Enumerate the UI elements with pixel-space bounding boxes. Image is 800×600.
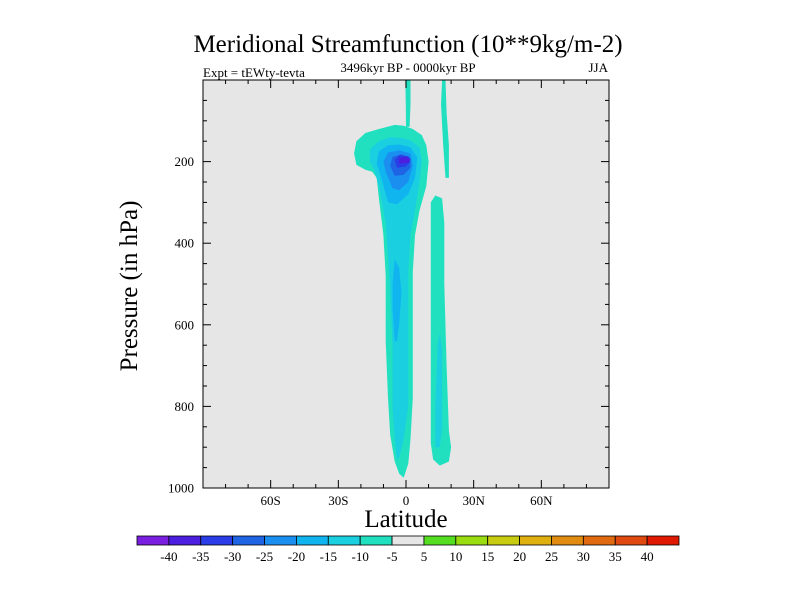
colorbar-box — [232, 535, 265, 546]
colorbar-label: 10 — [449, 549, 462, 564]
colorbar-box — [168, 535, 202, 546]
y-tick-label: 1000 — [168, 481, 194, 496]
x-tick-label: 30N — [462, 493, 485, 508]
colorbar-label: 15 — [481, 549, 494, 564]
colorbar-label: -25 — [256, 549, 273, 564]
contour-patch70s-pos5 — [248, 337, 252, 391]
colorbar-label: -15 — [320, 549, 337, 564]
x-axis-label: Latitude — [364, 506, 447, 533]
contour-band-neg10 — [435, 333, 443, 448]
y-axis-label: Pressure (in hPa) — [116, 201, 143, 372]
colorbar-label: 5 — [421, 549, 428, 564]
x-tick-label: 60N — [530, 493, 553, 508]
colorbar-box — [327, 535, 361, 546]
contour-streak2-neg5 — [441, 80, 449, 178]
colorbar-label: -5 — [387, 549, 398, 564]
colorbar-box — [582, 535, 616, 546]
colorbar-label: 40 — [641, 549, 654, 564]
colorbar-box — [551, 535, 584, 546]
contour-streak1-neg5 — [405, 80, 411, 127]
contour-patch30n-pos5 — [467, 179, 473, 238]
colorbar-label: -40 — [160, 549, 177, 564]
contour-main-neg15 — [392, 259, 402, 342]
colorbar-box — [391, 535, 425, 546]
colorbar-box — [646, 535, 680, 546]
colorbar-box — [200, 535, 234, 546]
season-label: JJA — [588, 60, 608, 75]
x-tick-label: 60S — [261, 493, 281, 508]
colorbar-box — [136, 535, 170, 546]
colorbar-box — [455, 535, 489, 546]
x-tick-label: 0 — [403, 493, 410, 508]
chart-title: Meridional Streamfunction (10**9kg/m-2) — [193, 31, 622, 58]
colorbar-box — [487, 535, 520, 546]
colorbar: -40 -35 -30 -25 -20 -15 -10 -5 5 10 15 20 25 30 35 40 — [136, 535, 680, 564]
y-tick-label: 400 — [175, 236, 195, 251]
contour-upper-neg35 — [399, 156, 411, 164]
colorbar-box — [359, 535, 393, 546]
y-tick-label: 800 — [175, 399, 195, 414]
axis-tick-labels: 60S 30S 0 30N 60N 200 400 600 800 1000 — [168, 154, 553, 508]
colorbar-box — [614, 535, 648, 546]
colorbar-label: -10 — [352, 549, 369, 564]
colorbar-label: 20 — [513, 549, 526, 564]
colorbar-box — [296, 535, 329, 546]
experiment-label: Expt = tEWty-tevta — [203, 65, 305, 80]
colorbar-label: -20 — [288, 549, 305, 564]
period-label: 3496kyr BP - 0000kyr BP — [340, 60, 475, 75]
colorbar-label: 25 — [545, 549, 558, 564]
colorbar-label: -30 — [224, 549, 241, 564]
y-tick-label: 600 — [175, 317, 195, 332]
contour-fills — [248, 80, 473, 478]
colorbar-label: 35 — [609, 549, 622, 564]
colorbar-label: 30 — [577, 549, 590, 564]
y-tick-label: 200 — [175, 154, 195, 169]
axis-ticks — [202, 79, 610, 489]
colorbar-box — [423, 535, 457, 546]
x-tick-label: 30S — [328, 493, 348, 508]
colorbar-box — [264, 535, 297, 546]
colorbar-label: -35 — [192, 549, 209, 564]
colorbar-box — [519, 535, 552, 546]
